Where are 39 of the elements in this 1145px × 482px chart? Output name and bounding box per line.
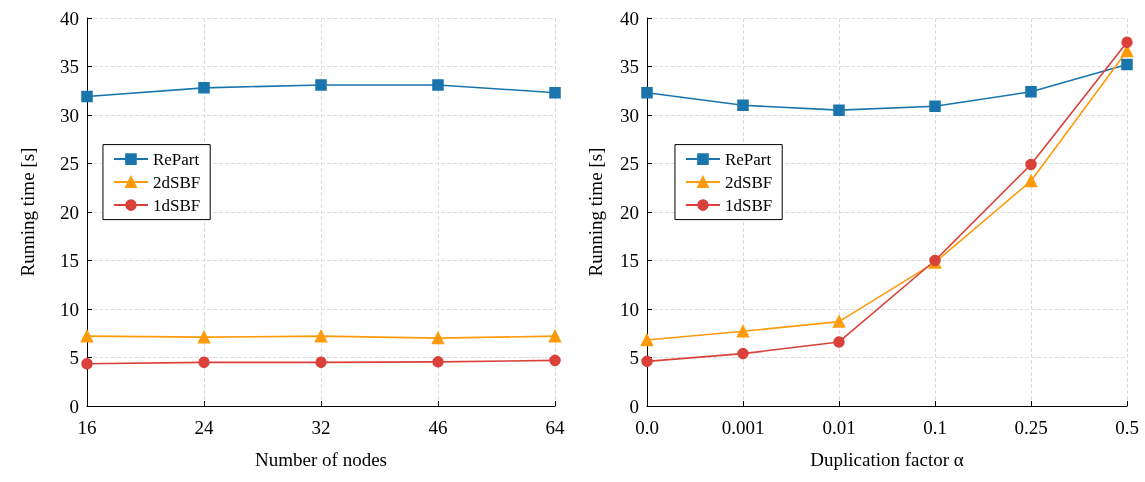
y-tick-label: 5 bbox=[629, 347, 639, 368]
x-tick-label: 0.001 bbox=[721, 417, 765, 438]
y-tick-label: 25 bbox=[620, 153, 639, 174]
x-tick-label: 0.25 bbox=[1014, 417, 1048, 438]
x-tick-label: 0.1 bbox=[923, 417, 947, 438]
y-tick-label: 0 bbox=[629, 395, 639, 417]
legend-label: 1dSBF bbox=[152, 195, 201, 215]
legend-label: 1dSBF bbox=[724, 195, 773, 215]
legend-label: 2dSBF bbox=[724, 172, 773, 192]
x-axis-title: Number of nodes bbox=[255, 449, 387, 470]
x-tick-label: 0.0 bbox=[635, 417, 659, 438]
x-tick-label: 24 bbox=[194, 417, 214, 438]
legend-label: 2dSBF bbox=[152, 172, 201, 192]
y-tick-label: 20 bbox=[60, 201, 79, 223]
y-axis-title: Running time [s] bbox=[585, 147, 606, 277]
y-tick-label: 10 bbox=[60, 298, 79, 320]
x-tick-label: 0.5 bbox=[1115, 417, 1139, 438]
y-tick-label: 15 bbox=[60, 250, 79, 271]
y-tick-label: 10 bbox=[620, 298, 639, 320]
y-tick-label: 35 bbox=[620, 56, 639, 77]
y-tick-label: 15 bbox=[620, 250, 639, 271]
y-tick-label: 40 bbox=[620, 7, 639, 29]
x-tick-label: 16 bbox=[77, 417, 97, 438]
y-tick-label: 0 bbox=[69, 395, 79, 417]
x-tick-label: 64 bbox=[545, 417, 565, 438]
x-axis-title: Duplication factor α bbox=[810, 449, 964, 470]
x-tick-label: 0.01 bbox=[822, 417, 856, 438]
y-tick-label: 40 bbox=[60, 7, 79, 29]
y-tick-label: 25 bbox=[60, 153, 79, 174]
y-tick-label: 35 bbox=[60, 56, 79, 77]
y-tick-label: 5 bbox=[69, 347, 79, 368]
y-tick-label: 30 bbox=[60, 104, 79, 126]
legend-label: RePart bbox=[152, 149, 200, 169]
x-tick-label: 32 bbox=[311, 417, 331, 438]
x-tick-label: 46 bbox=[428, 417, 448, 438]
legend-label: RePart bbox=[724, 149, 772, 169]
y-tick-label: 30 bbox=[620, 104, 639, 126]
y-axis-title: Running time [s] bbox=[17, 147, 38, 277]
y-tick-label: 20 bbox=[620, 201, 639, 223]
